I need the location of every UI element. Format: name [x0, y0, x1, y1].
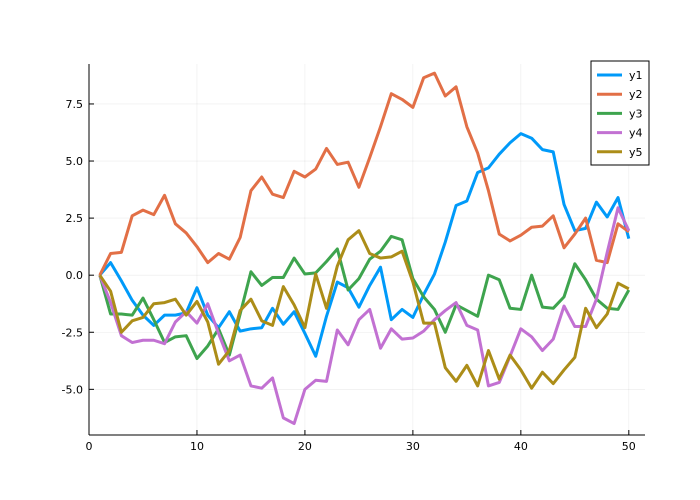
series-group: [98, 71, 631, 426]
x-tick-label: 0: [86, 440, 93, 453]
legend-label-y5: y5: [629, 146, 643, 159]
legend-label-y1: y1: [629, 69, 643, 82]
y-tick-label: 7.5: [66, 98, 84, 111]
axes: 0 10 20 30 40 50 -5.0 -2.5 0.0 2.5 5.0 7.5: [62, 64, 645, 453]
x-tick-label: 50: [622, 440, 636, 453]
series-line-y3: [98, 234, 631, 361]
legend-label-y4: y4: [629, 127, 643, 140]
y-tick-label: -2.5: [62, 326, 83, 339]
series-line-y2: [98, 71, 630, 276]
x-tick-label: 10: [190, 440, 204, 453]
y-tick-label: 2.5: [66, 212, 84, 225]
x-tick-label: 30: [406, 440, 420, 453]
y-tick-label: -5.0: [62, 383, 83, 396]
y-tick-label: 0.0: [66, 269, 84, 282]
x-tick-label: 40: [514, 440, 528, 453]
legend: y1 y2 y3 y4 y5: [590, 60, 650, 166]
y-tick-label: 5.0: [66, 155, 84, 168]
legend-label-y2: y2: [629, 88, 643, 101]
series-line-y1: [98, 132, 631, 358]
series-line-y5: [98, 229, 630, 390]
legend-label-y3: y3: [629, 107, 643, 120]
x-tick-label: 20: [298, 440, 312, 453]
